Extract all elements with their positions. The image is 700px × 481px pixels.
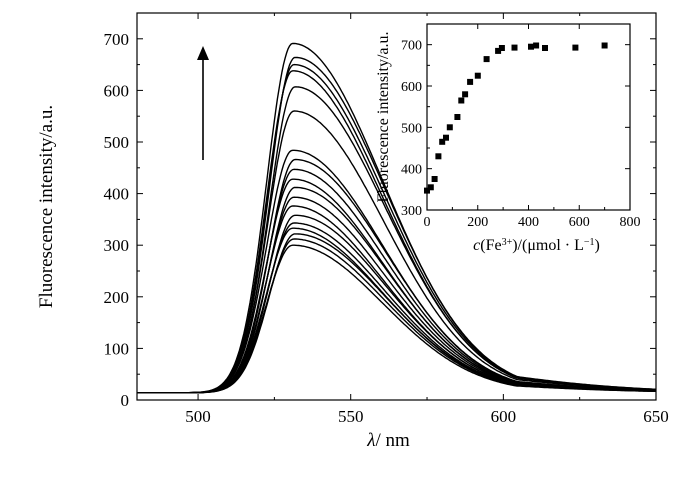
inset-data-point <box>427 184 434 191</box>
spectrum-line <box>137 42 656 394</box>
inset-x-tick-label: 400 <box>518 215 539 230</box>
inset-data-point <box>601 42 608 49</box>
x-tick-label: 600 <box>491 407 517 426</box>
main-plot: 500 550 600 650 0 100 200 300 400 500 600 700 λ/ nm F… <box>36 12 669 451</box>
inset-y-axis-label: Fluorescence intensity/a.u. <box>375 31 392 202</box>
x-tick-label: 500 <box>185 407 211 426</box>
inset-data-point <box>462 91 469 98</box>
inset-data-point <box>498 45 505 51</box>
inset-data-point <box>495 47 502 54</box>
inset-data-point <box>528 43 534 50</box>
y-tick-label: 200 <box>104 288 130 307</box>
inset-data-point <box>542 45 548 51</box>
y-tick-label: 0 <box>121 391 130 410</box>
x-axis-label: λ/ nm <box>366 430 410 451</box>
inset-data-point <box>511 44 518 51</box>
inset-data-point <box>443 134 449 141</box>
inset-data-point <box>424 187 430 194</box>
inset-x-tick-label: 200 <box>467 215 488 230</box>
y-axis-label: Fluorescence intensity/a.u. <box>36 105 57 308</box>
inset-data-point <box>458 97 465 104</box>
inset-data-point <box>467 78 474 85</box>
inset-y-tick-label: 500 <box>401 121 422 136</box>
y-tick-label: 100 <box>104 339 130 358</box>
x-tick-label: 650 <box>643 407 669 426</box>
inset-x-tick-label: 800 <box>620 215 641 230</box>
inset-data-point <box>439 138 446 145</box>
inset-y-tick-label: 700 <box>401 39 422 54</box>
spectrum-line <box>137 233 657 394</box>
inset-frame <box>426 23 631 211</box>
y-tick-label: 700 <box>104 30 130 49</box>
y-tick-label: 300 <box>104 236 130 255</box>
inset-y-tick-label: 300 <box>401 204 422 219</box>
y-tick-label: 600 <box>104 81 130 100</box>
inset-y-tick-label: 400 <box>401 163 422 178</box>
inset-x-tick-label: 600 <box>569 215 590 230</box>
plot-frame <box>136 12 657 401</box>
inset-data-point <box>431 176 438 182</box>
inset-x-axis-label: c(Fe3+)/(μmol · L−1) <box>473 237 600 255</box>
x-tick-label: 550 <box>338 407 364 426</box>
inset-data-point <box>435 153 442 160</box>
increase-arrow-head <box>197 46 209 60</box>
inset-data-point <box>446 124 453 131</box>
inset-data-point <box>533 42 540 49</box>
inset-x-tick-label: 0 <box>424 215 431 230</box>
inset-data-point <box>572 44 579 51</box>
inset-data-point <box>454 114 461 120</box>
y-tick-label: 400 <box>104 185 130 204</box>
y-tick-label: 500 <box>104 133 130 152</box>
inset-data-point <box>474 72 481 79</box>
inset-data-point <box>483 56 490 63</box>
inset-plot: 0 200 400 600 800 300 400 500 600 700 c(Fe3+)/(μmo… <box>375 23 641 255</box>
inset-y-tick-label: 600 <box>401 80 422 95</box>
